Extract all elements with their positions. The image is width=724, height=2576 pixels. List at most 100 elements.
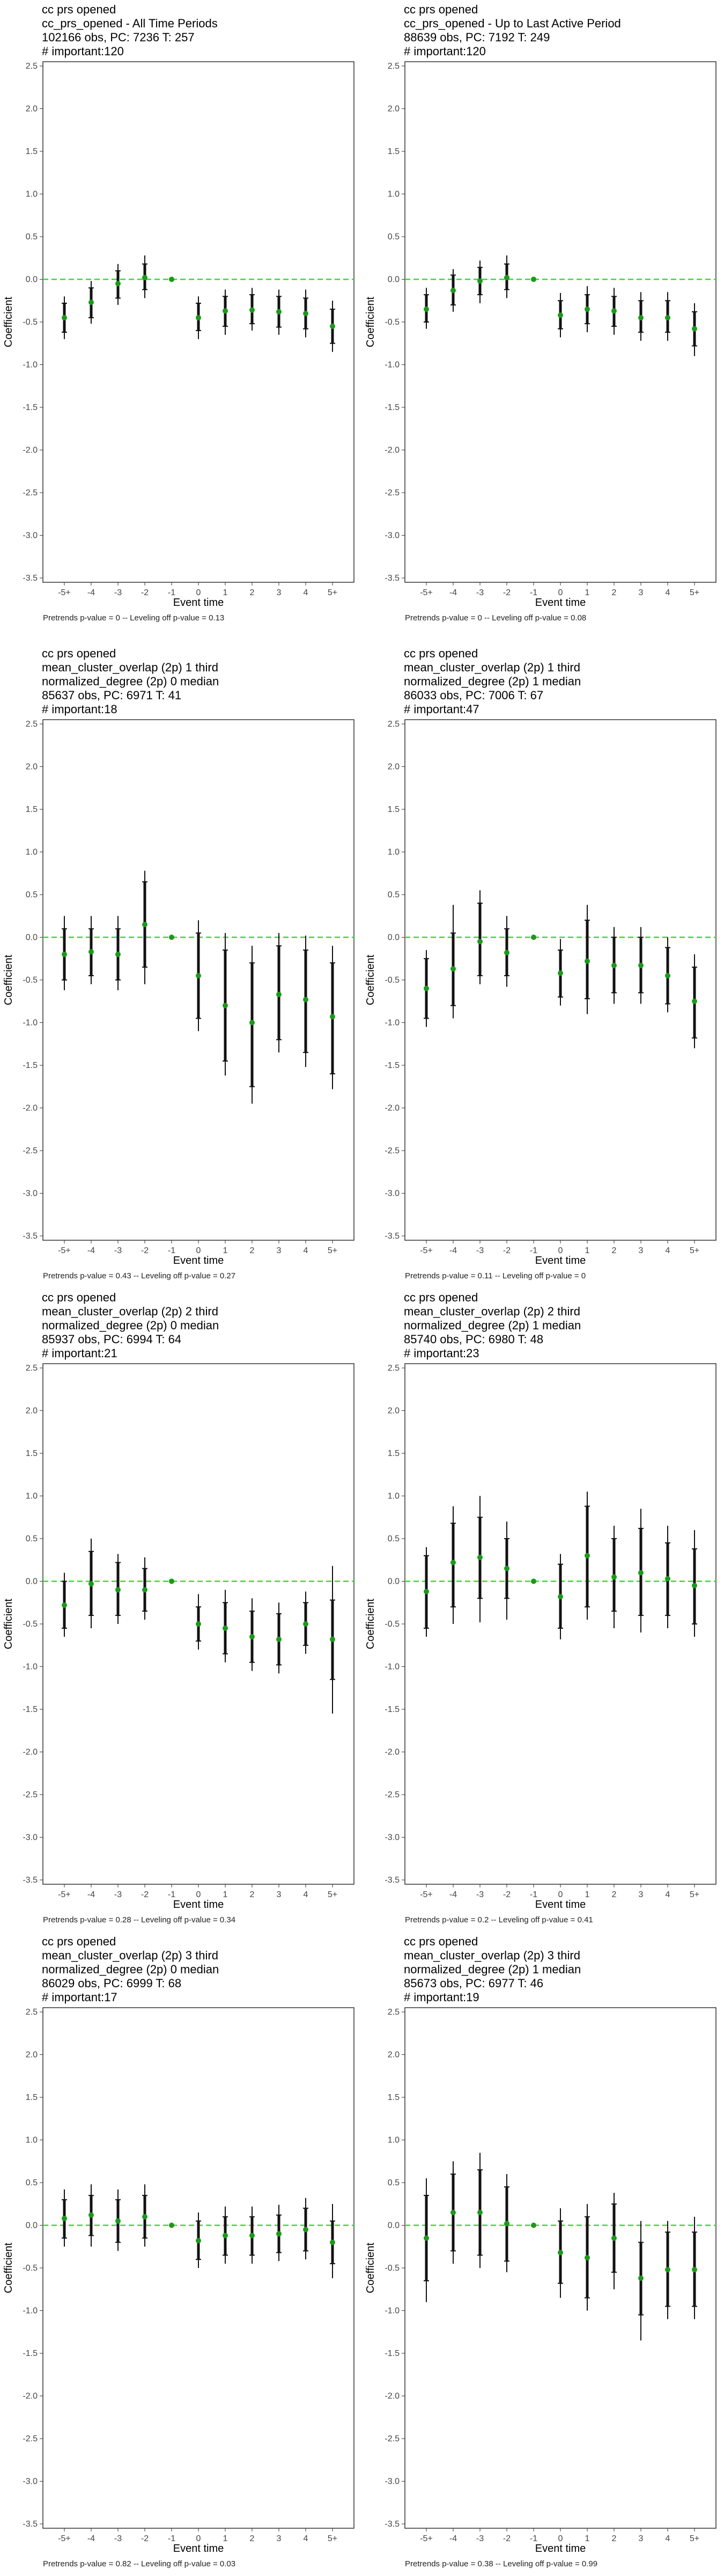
- y-tick-label: 2.5: [388, 2008, 400, 2017]
- x-tick-label: -1: [530, 2534, 537, 2543]
- x-tick-label: 5+: [690, 1890, 699, 1899]
- y-tick-label: -1.5: [23, 1061, 38, 1070]
- x-tick-label: -5+: [58, 1890, 71, 1899]
- chart-panel: cc prs opened mean_cluster_overlap (2p) 2…: [362, 1288, 724, 1932]
- y-tick-label: -2.5: [23, 1146, 38, 1155]
- data-point: [330, 1636, 335, 1642]
- data-point: [88, 949, 94, 955]
- x-tick-label: 3: [277, 588, 282, 597]
- data-point: [638, 2275, 644, 2281]
- y-tick-label: 0.5: [388, 1534, 400, 1543]
- y-tick-label: -2.5: [23, 488, 38, 497]
- data-point: [665, 2267, 670, 2273]
- data-point: [196, 973, 201, 979]
- y-tick-label: 0.5: [388, 890, 400, 899]
- chart-title-line: cc prs opened: [404, 3, 478, 16]
- y-tick-label: 2.0: [388, 1407, 400, 1416]
- x-tick-label: -3: [476, 1890, 484, 1899]
- y-tick-label: 0.0: [388, 2221, 400, 2230]
- data-point: [169, 276, 174, 282]
- x-tick-label: 1: [223, 588, 228, 597]
- x-tick-label: -2: [141, 1246, 149, 1255]
- chart-title-line: # important:47: [404, 702, 479, 716]
- data-point: [303, 2227, 308, 2233]
- chart-title-line: normalized_degree (2p) 1 median: [404, 1319, 581, 1332]
- y-tick-label: -1.5: [385, 1705, 400, 1714]
- x-tick-label: 2: [612, 1246, 617, 1255]
- x-tick-label: 5+: [690, 588, 699, 597]
- y-tick-label: 0.0: [26, 275, 38, 284]
- x-tick-label: 0: [196, 1246, 201, 1255]
- y-tick-label: 2.5: [26, 62, 38, 71]
- chart-panel: cc prs opened cc_prs_opened - Up to Last …: [362, 0, 724, 644]
- x-tick-label: 1: [223, 1890, 228, 1899]
- data-point: [249, 1020, 255, 1026]
- data-point: [665, 1576, 670, 1582]
- data-point: [531, 2222, 536, 2228]
- x-tick-label: 0: [558, 1246, 563, 1255]
- chart-title-line: 85937 obs, PC: 6994 T: 64: [42, 1333, 182, 1346]
- x-tick-label: 2: [612, 1890, 617, 1899]
- data-point: [196, 2238, 201, 2244]
- chart-title-line: cc prs opened: [404, 1291, 478, 1304]
- y-tick-label: 2.5: [26, 720, 38, 729]
- y-tick-label: 0.0: [388, 933, 400, 942]
- y-tick-label: 2.5: [388, 720, 400, 729]
- data-point: [62, 952, 67, 957]
- data-point: [450, 288, 456, 294]
- y-tick-label: -2.0: [23, 1104, 38, 1113]
- x-tick-label: 1: [585, 2534, 590, 2543]
- y-axis-label: Coefficient: [365, 1598, 376, 1649]
- chart-title-line: cc_prs_opened - All Time Periods: [42, 17, 218, 30]
- data-point: [115, 952, 121, 957]
- y-tick-label: 0.0: [26, 933, 38, 942]
- y-tick-label: 1.5: [388, 147, 400, 156]
- x-tick-label: -5+: [420, 1246, 433, 1255]
- chart-title-line: cc prs opened: [42, 647, 116, 660]
- data-point: [196, 315, 201, 321]
- data-point: [62, 2215, 67, 2221]
- chart-title-line: cc_prs_opened - Up to Last Active Period: [404, 17, 621, 30]
- y-tick-label: 1.0: [26, 848, 38, 857]
- data-point: [169, 934, 174, 940]
- data-point: [611, 2235, 617, 2241]
- x-tick-label: 4: [666, 2534, 670, 2543]
- x-tick-label: -5+: [420, 588, 433, 597]
- x-tick-label: 2: [612, 588, 617, 597]
- y-tick-label: -1.0: [385, 2307, 400, 2316]
- y-tick-label: 0.0: [388, 275, 400, 284]
- y-tick-label: 2.0: [388, 105, 400, 114]
- chart-title-line: 102166 obs, PC: 7236 T: 257: [42, 31, 195, 44]
- y-tick-label: -3.0: [385, 1833, 400, 1842]
- data-point: [558, 970, 563, 976]
- data-point: [62, 315, 67, 321]
- x-tick-label: 2: [250, 2534, 255, 2543]
- data-point: [142, 275, 147, 281]
- data-point: [558, 312, 563, 318]
- y-tick-label: -2.0: [23, 1748, 38, 1757]
- data-point: [665, 973, 670, 979]
- y-tick-label: -1.5: [23, 403, 38, 412]
- x-tick-label: -4: [87, 2534, 95, 2543]
- y-tick-label: 1.5: [388, 1449, 400, 1458]
- chart-title-line: 86033 obs, PC: 7006 T: 67: [404, 689, 544, 702]
- data-point: [303, 997, 308, 1002]
- data-point: [249, 1634, 255, 1640]
- y-tick-label: 2.0: [26, 763, 38, 772]
- data-point: [692, 1583, 697, 1589]
- data-point: [88, 1581, 94, 1587]
- x-tick-label: -1: [168, 2534, 175, 2543]
- y-tick-label: -1.0: [385, 1663, 400, 1672]
- y-tick-label: 1.5: [388, 2093, 400, 2102]
- chart-title-line: normalized_degree (2p) 1 median: [404, 1963, 581, 1976]
- y-tick-label: -2.0: [385, 1104, 400, 1113]
- chart-title-line: cc prs opened: [404, 647, 478, 660]
- x-tick-label: 0: [558, 2534, 563, 2543]
- data-point: [638, 1570, 644, 1576]
- data-point: [611, 1574, 617, 1580]
- data-point: [558, 2250, 563, 2256]
- y-tick-label: -3.5: [23, 2520, 38, 2529]
- chart-title-line: # important:120: [404, 45, 486, 58]
- data-point: [450, 1560, 456, 1565]
- data-point: [276, 1636, 282, 1642]
